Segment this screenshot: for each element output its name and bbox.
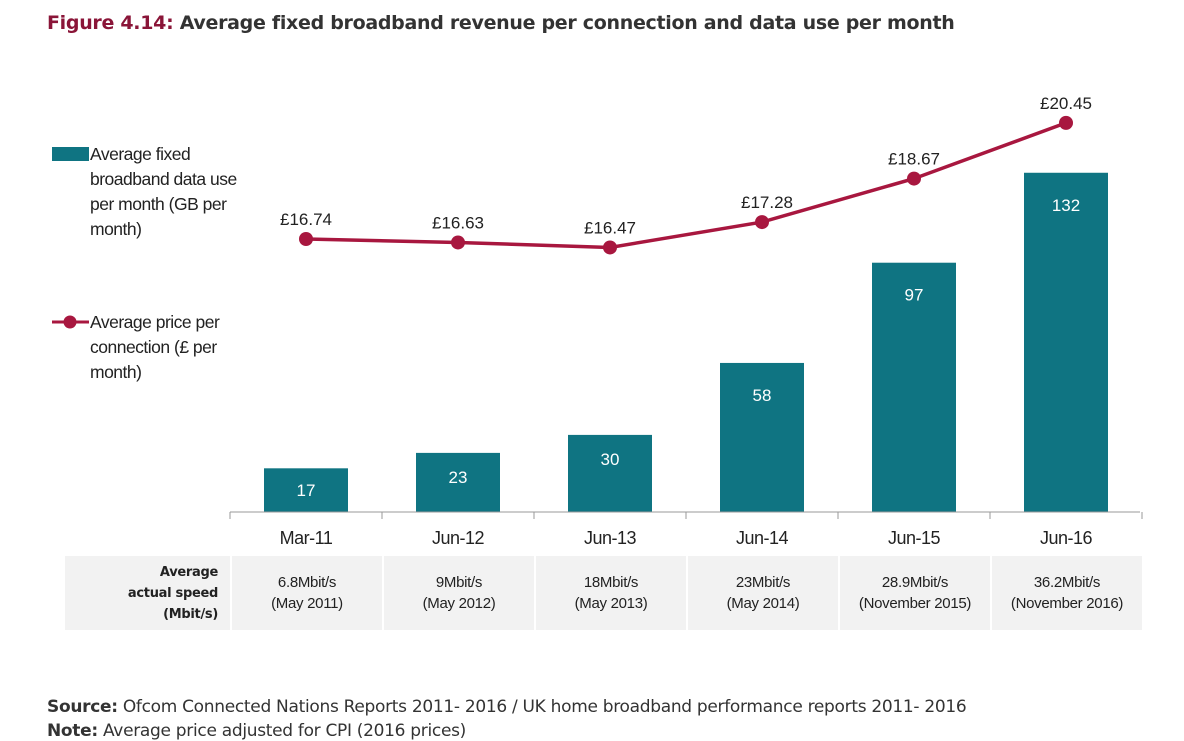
price-point	[603, 240, 617, 255]
bar	[872, 262, 956, 512]
legend-line: month)	[90, 362, 142, 382]
speed-cell: 23Mbit/s (May 2014)	[688, 556, 838, 630]
speed-cell: 18Mbit/s (May 2013)	[536, 556, 686, 630]
source-note: Source: Ofcom Connected Nations Reports …	[47, 697, 967, 717]
price-label: £16.74	[280, 210, 332, 229]
legend-line: connection (£ per	[90, 337, 217, 357]
price-label: £18.67	[888, 150, 940, 169]
x-tick-label: Jun-16	[1040, 528, 1093, 548]
speed-date: (May 2014)	[726, 595, 800, 612]
legend-line: Average fixed	[90, 144, 191, 164]
note-label: Note:	[47, 721, 98, 741]
price-label: £17.28	[741, 193, 793, 212]
price-point	[451, 235, 465, 250]
bar	[1024, 172, 1108, 512]
legend-line: month)	[90, 219, 142, 239]
header-line: (Mbit/s)	[163, 606, 218, 622]
legend-line: broadband data use	[90, 169, 237, 189]
source-label: Source:	[47, 697, 118, 717]
bar-label: 17	[297, 481, 316, 500]
speed-value: 23Mbit/s	[735, 574, 791, 591]
legend-bar-label: Average fixed broadband data use per mon…	[90, 142, 237, 242]
bar	[264, 468, 348, 512]
bar-label: 23	[449, 468, 468, 487]
x-tick-label: Jun-12	[432, 528, 485, 548]
x-tick-label: Mar-11	[280, 528, 333, 548]
bar	[568, 434, 652, 512]
bar	[720, 362, 804, 512]
price-point	[755, 215, 769, 230]
speed-value: 9Mbit/s	[435, 574, 483, 591]
note: Note: Average price adjusted for CPI (20…	[47, 721, 466, 741]
bar	[416, 452, 500, 512]
speed-date: (May 2013)	[574, 595, 648, 612]
price-label: £16.63	[432, 213, 484, 232]
legend-bar-swatch	[52, 147, 89, 161]
bar-label: 132	[1052, 196, 1080, 215]
x-tick-label: Jun-14	[736, 528, 789, 548]
speed-cell: 6.8Mbit/s (May 2011)	[232, 556, 382, 630]
speed-value: 6.8Mbit/s	[277, 574, 337, 591]
speed-value: 28.9Mbit/s	[881, 574, 949, 591]
legend-line: per month (GB per	[90, 194, 227, 214]
speed-date: (November 2016)	[1010, 595, 1124, 612]
speed-table-header: Average actual speed (Mbit/s)	[65, 556, 230, 630]
figure-number: Figure 4.14:	[47, 12, 174, 34]
legend-marker	[63, 315, 77, 329]
bar-label: 30	[601, 450, 620, 469]
speed-date: (May 2011)	[271, 595, 343, 612]
x-tick-label: Jun-13	[584, 528, 637, 548]
speed-date: (May 2012)	[422, 595, 496, 612]
speed-date: (November 2015)	[858, 595, 972, 612]
price-label: £20.45	[1040, 94, 1092, 113]
note-text: Average price adjusted for CPI (2016 pri…	[97, 721, 467, 741]
price-point	[1059, 115, 1073, 130]
price-point	[299, 232, 313, 246]
figure-title-text: Average fixed broadband revenue per conn…	[173, 12, 955, 34]
price-label: £16.47	[584, 218, 636, 237]
bar-label: 97	[905, 286, 924, 305]
speed-cell: 28.9Mbit/s (November 2015)	[840, 556, 990, 630]
price-line	[305, 121, 1067, 250]
legend-line-label: Average price per connection (£ per mont…	[90, 310, 220, 385]
legend-line: Average price per	[90, 312, 220, 332]
price-point	[907, 171, 921, 186]
speed-cell: 36.2Mbit/s (November 2016)	[992, 556, 1142, 630]
bar-label: 58	[753, 386, 772, 405]
figure-title: Figure 4.14: Average fixed broadband rev…	[47, 12, 955, 34]
header-line: Average	[159, 564, 218, 580]
speed-cell: 9Mbit/s (May 2012)	[384, 556, 534, 630]
header-line: actual speed	[127, 585, 218, 601]
speed-value: 36.2Mbit/s	[1033, 574, 1101, 591]
speed-value: 18Mbit/s	[583, 574, 639, 591]
source-text: Ofcom Connected Nations Reports 2011- 20…	[117, 697, 967, 717]
x-tick-label: Jun-15	[888, 528, 941, 548]
